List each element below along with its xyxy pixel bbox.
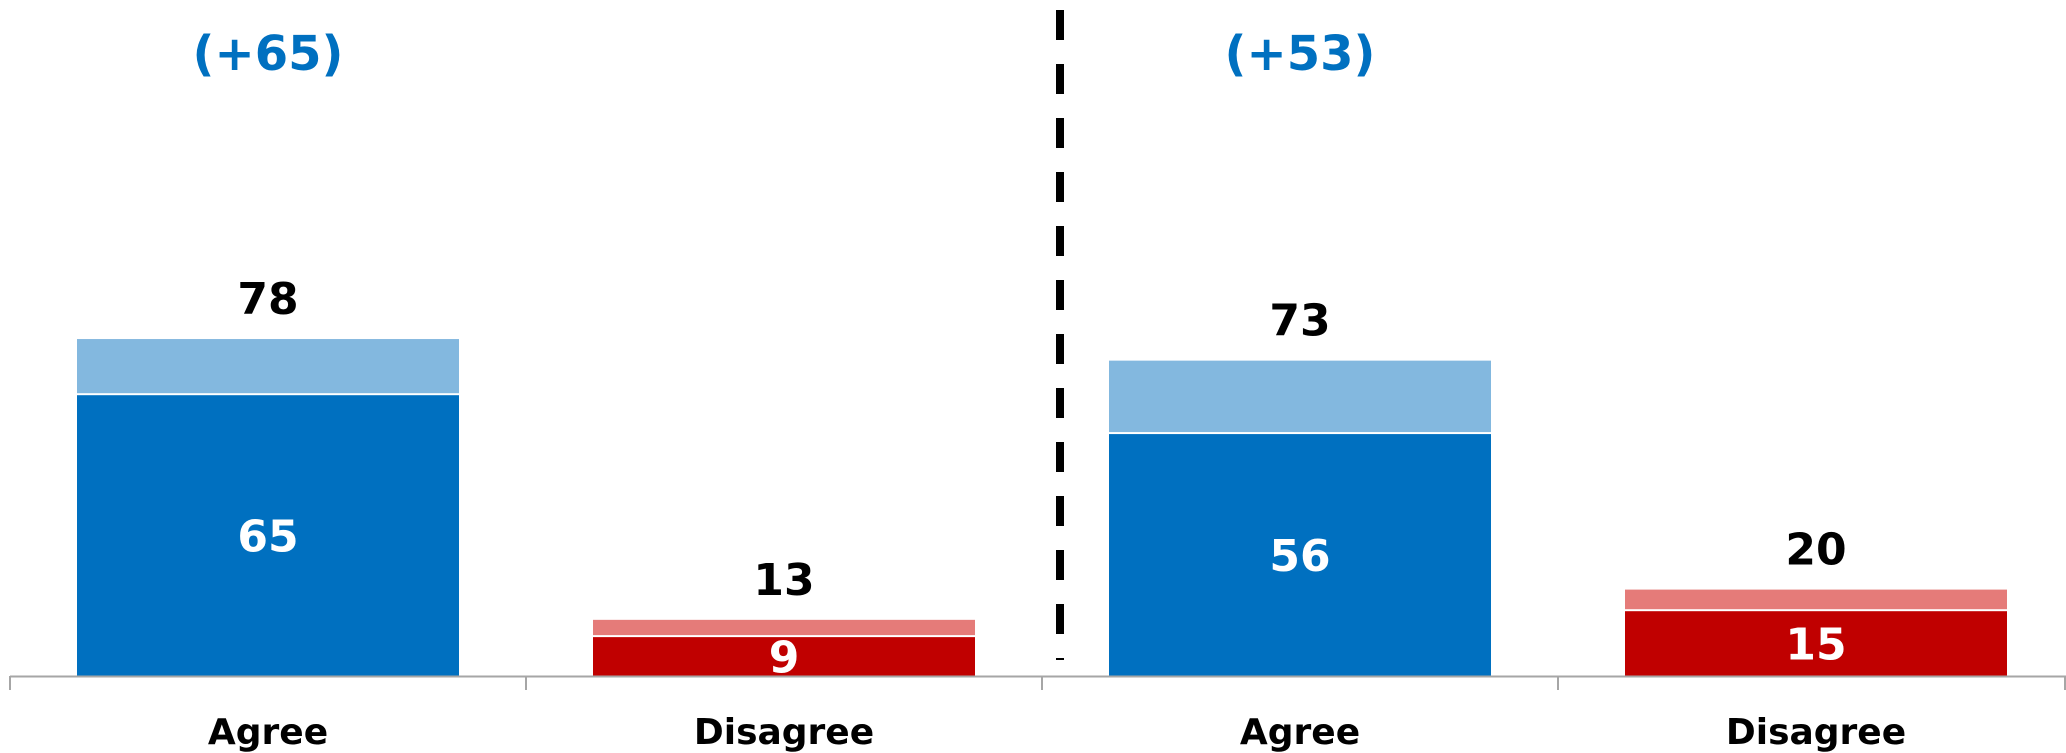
value-label-agree-1-total: 78: [237, 274, 298, 325]
value-label-disagree-1-strong: 9: [769, 633, 800, 684]
category-label-agree-1: Agree: [208, 712, 328, 753]
value-label-disagree-2-strong: 15: [1785, 620, 1846, 671]
x-axis-ticks: [9, 676, 2066, 690]
bar-agree-1-strong: [77, 395, 459, 676]
category-label-agree-2: Agree: [1240, 712, 1360, 753]
value-label-disagree-2-total: 20: [1785, 525, 1846, 576]
value-label-agree-2-total: 73: [1269, 296, 1330, 347]
bar-agree-1-soft: [77, 339, 459, 394]
value-label-agree-1-strong: 65: [237, 512, 298, 563]
value-label-disagree-1-total: 13: [753, 555, 814, 606]
net-label-group-1: (+65): [193, 26, 344, 82]
bar-disagree-2-soft: [1625, 589, 2007, 610]
bar-disagree-2-strong: [1625, 611, 2007, 676]
value-label-agree-2-strong: 56: [1269, 531, 1330, 582]
bar-disagree-1-strong: [593, 637, 975, 676]
category-label-disagree-2: Disagree: [1726, 712, 1906, 753]
bars-layer: [77, 339, 2007, 676]
category-label-disagree-1: Disagree: [694, 712, 874, 753]
bar-agree-2-soft: [1109, 360, 1491, 433]
bar-agree-2-strong: [1109, 434, 1491, 676]
net-label-group-2: (+53): [1225, 26, 1376, 82]
bar-disagree-1-soft: [593, 619, 975, 636]
labels-layer: 65 78 Agree 9 13 Disagree (+65) 56 73 Agree 15 20 Di…: [193, 26, 1907, 753]
